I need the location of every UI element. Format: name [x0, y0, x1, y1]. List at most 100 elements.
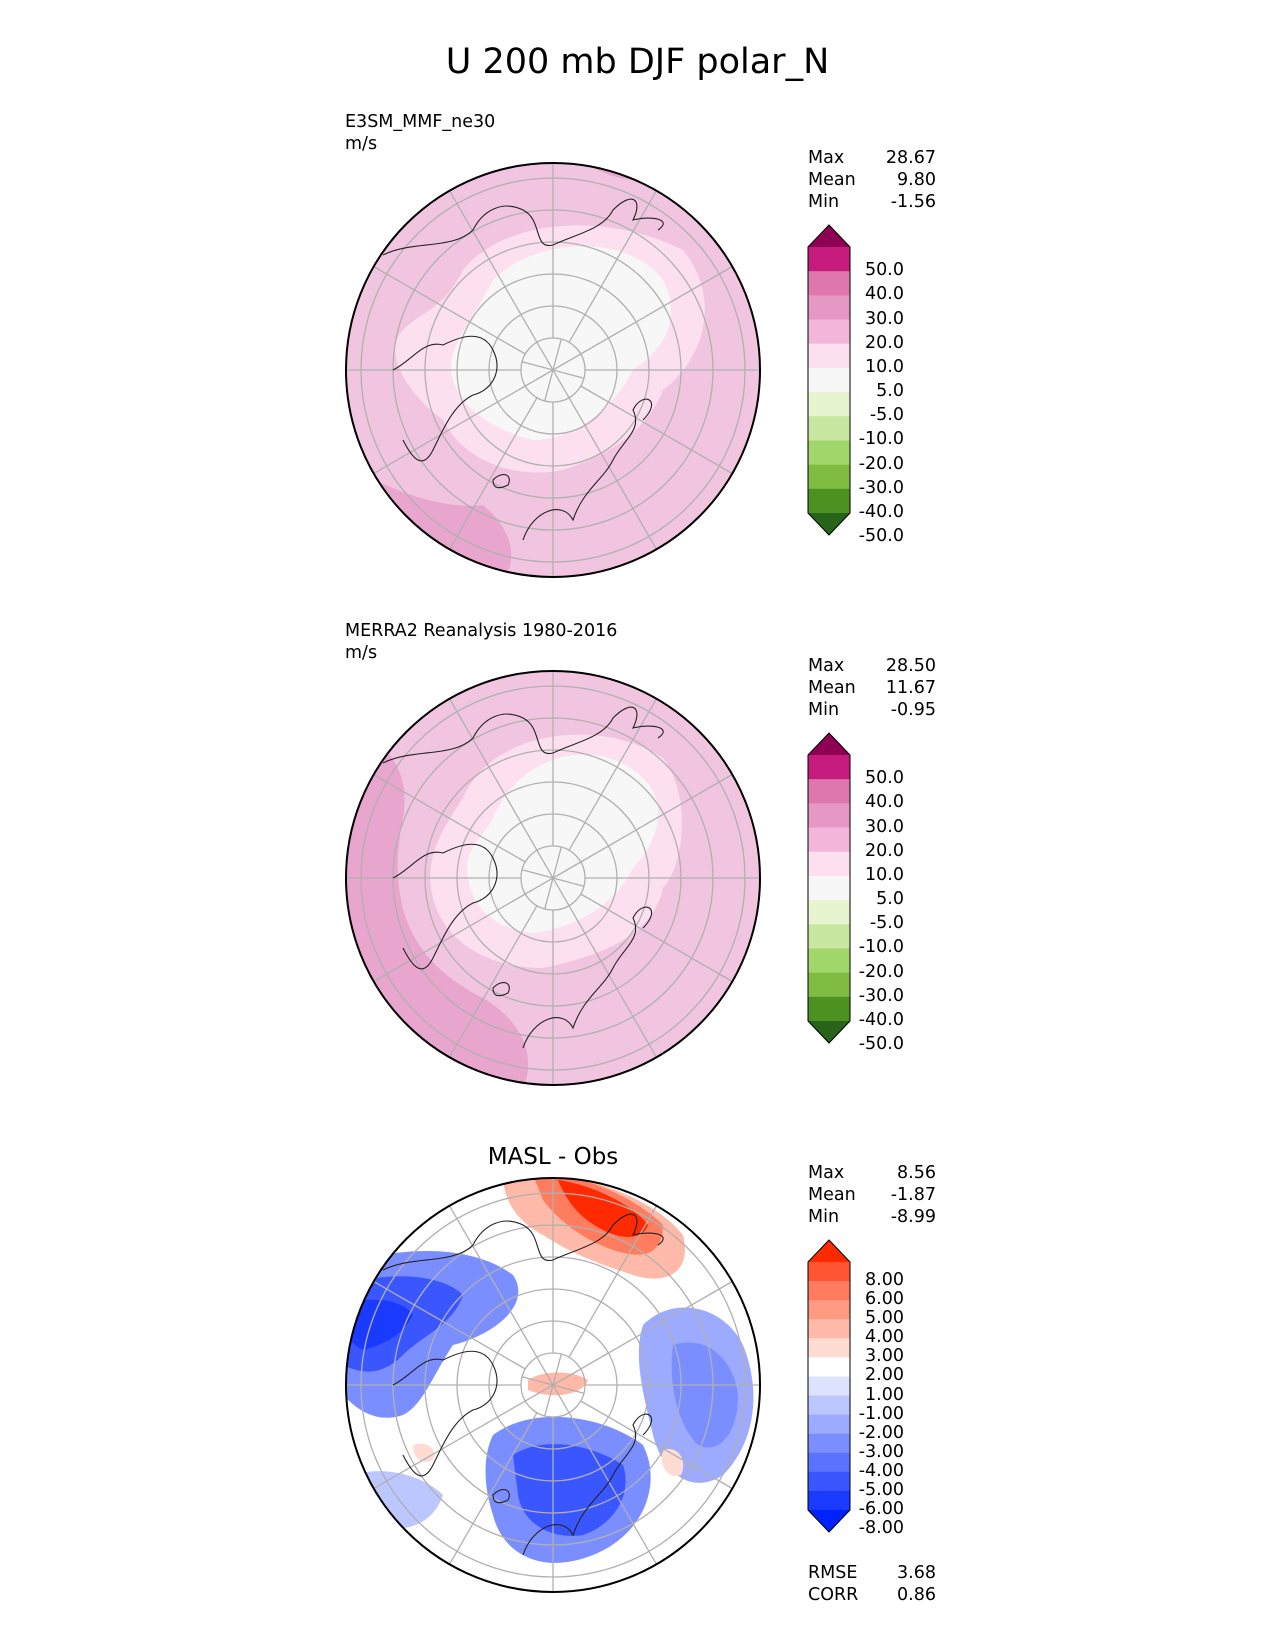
colorbar-segment [808, 1471, 850, 1492]
meridian-line [580, 773, 733, 863]
colorbar-segment [808, 1262, 850, 1282]
colorbar-segment [808, 948, 850, 974]
colorbar-outline [807, 224, 851, 536]
panel3-colorbar [807, 1239, 851, 1533]
colorbar-tick-label: 30.0 [865, 816, 904, 837]
colorbar-tick-label: 5.0 [876, 381, 904, 402]
colorbar-segment [808, 803, 850, 829]
colorbar-outline [807, 732, 851, 1044]
colorbar-extension-max [808, 225, 850, 247]
colorbar-segment [808, 247, 850, 272]
colorbar-segment [808, 1414, 850, 1435]
colorbar-segment [808, 755, 850, 780]
meridian-line [373, 1280, 526, 1370]
contour-region [467, 754, 659, 933]
colorbar-segment [808, 392, 850, 417]
contour-region [346, 718, 529, 1085]
panel1-stats: Max 28.67 Mean 9.80 Min -1.56 [808, 147, 936, 213]
colorbar-segment [808, 924, 850, 949]
panel1-colorbar [807, 224, 851, 536]
colorbar-outline [807, 1239, 851, 1533]
colorbar-tick-label: -20.0 [858, 961, 904, 982]
colorbar-tick-label: -8.00 [858, 1518, 904, 1539]
colorbar-segment [808, 1376, 850, 1397]
meridian-line [373, 265, 526, 355]
colorbar-segment [808, 875, 850, 901]
meridian-line [568, 1412, 658, 1565]
meridian-line [448, 698, 538, 851]
map-boundary [345, 670, 761, 1086]
colorbar-segment [808, 1357, 850, 1377]
meridian-line [568, 397, 658, 550]
colorbar-segment [808, 972, 850, 998]
colorbar-tick-label: 40.0 [865, 284, 904, 305]
stat-max: Max 28.50 [808, 656, 936, 676]
colorbar-tick-label: 5.00 [865, 1308, 904, 1329]
colorbar-tick-label: 40.0 [865, 792, 904, 813]
map-boundary [345, 162, 761, 578]
colorbar-tick-label: -50.0 [858, 526, 904, 547]
meridian-line [373, 893, 526, 983]
meridian-line [524, 353, 582, 387]
contour-region [558, 1180, 648, 1237]
colorbar-extension-min [808, 1021, 850, 1043]
colorbar-segment [808, 343, 850, 369]
colorbar-segment [808, 488, 850, 514]
figure-title: U 200 mb DJF polar_N [445, 42, 830, 82]
panel2-units: m/s [345, 643, 378, 663]
colorbar-tick-label: -50.0 [858, 1034, 904, 1055]
panel2-dataset-name: MERRA2 Reanalysis 1980-2016 [345, 621, 618, 641]
colorbar-tick-label: -5.0 [869, 913, 904, 934]
meridian-line [568, 905, 658, 1058]
colorbar-tick-label: -10.0 [858, 429, 904, 450]
colorbar-segment [808, 1300, 850, 1320]
contour-region [451, 246, 672, 440]
stat-max: Max 8.56 [808, 1163, 936, 1183]
colorbar-segment [808, 1281, 850, 1301]
meridian-line [524, 1368, 582, 1402]
colorbar-tick-label: 50.0 [865, 768, 904, 789]
stat-mean: Mean -1.87 [808, 1185, 936, 1205]
meridian-line [524, 861, 582, 895]
colorbar-tick-label: -40.0 [858, 1010, 904, 1030]
meridian-line [580, 1400, 733, 1490]
colorbar-tick-label: 3.00 [865, 1346, 904, 1367]
stat-max: Max 28.67 [808, 148, 936, 168]
colorbar-tick-label: -20.0 [858, 453, 904, 474]
stat-min: Min -1.56 [808, 192, 936, 212]
contour-region [346, 1299, 413, 1350]
stat-min: Min -0.95 [808, 700, 936, 720]
meridian-line [568, 1205, 658, 1358]
colorbar-segment [808, 779, 850, 804]
colorbar-segment [808, 1395, 850, 1416]
colorbar-tick-label: 20.0 [865, 332, 904, 353]
panel3-title: MASL - Obs [487, 1144, 619, 1170]
colorbar-tick-label: -30.0 [858, 477, 904, 498]
coastlines [382, 1213, 664, 1556]
graticule [346, 163, 760, 577]
colorbar-tick-label: -40.0 [858, 502, 904, 522]
panel2-colorbar [807, 732, 851, 1044]
panel3-difference-map [345, 1177, 761, 1593]
panel1-label: E3SM_MMF_ne30 m/s [345, 111, 495, 155]
colorbar-extension-max [808, 733, 850, 755]
colorbar-tick-label: 2.00 [865, 1365, 904, 1386]
colorbar-tick-label: 30.0 [865, 308, 904, 329]
colorbar-tick-label: 50.0 [865, 260, 904, 281]
colorbar-tick-label: 4.00 [865, 1327, 904, 1348]
meridian-line [448, 1412, 538, 1565]
meridian-line [373, 773, 526, 863]
coastlines [382, 198, 664, 541]
colorbar-segment [808, 1433, 850, 1454]
colorbar-segment [808, 440, 850, 466]
meridian-line [448, 397, 538, 550]
colorbar-tick-label: -2.00 [858, 1422, 904, 1443]
colorbar-segment [808, 1338, 850, 1358]
panel3-metrics: RMSE 3.68 CORR 0.86 [808, 1562, 936, 1606]
colorbar-tick-label: 10.0 [865, 356, 904, 377]
colorbar-extension-min [808, 513, 850, 535]
colorbar-tick-label: 6.00 [865, 1289, 904, 1310]
colorbar-segment [808, 1452, 850, 1473]
colorbar-tick-label: 10.0 [865, 864, 904, 885]
meridian-line [580, 265, 733, 355]
